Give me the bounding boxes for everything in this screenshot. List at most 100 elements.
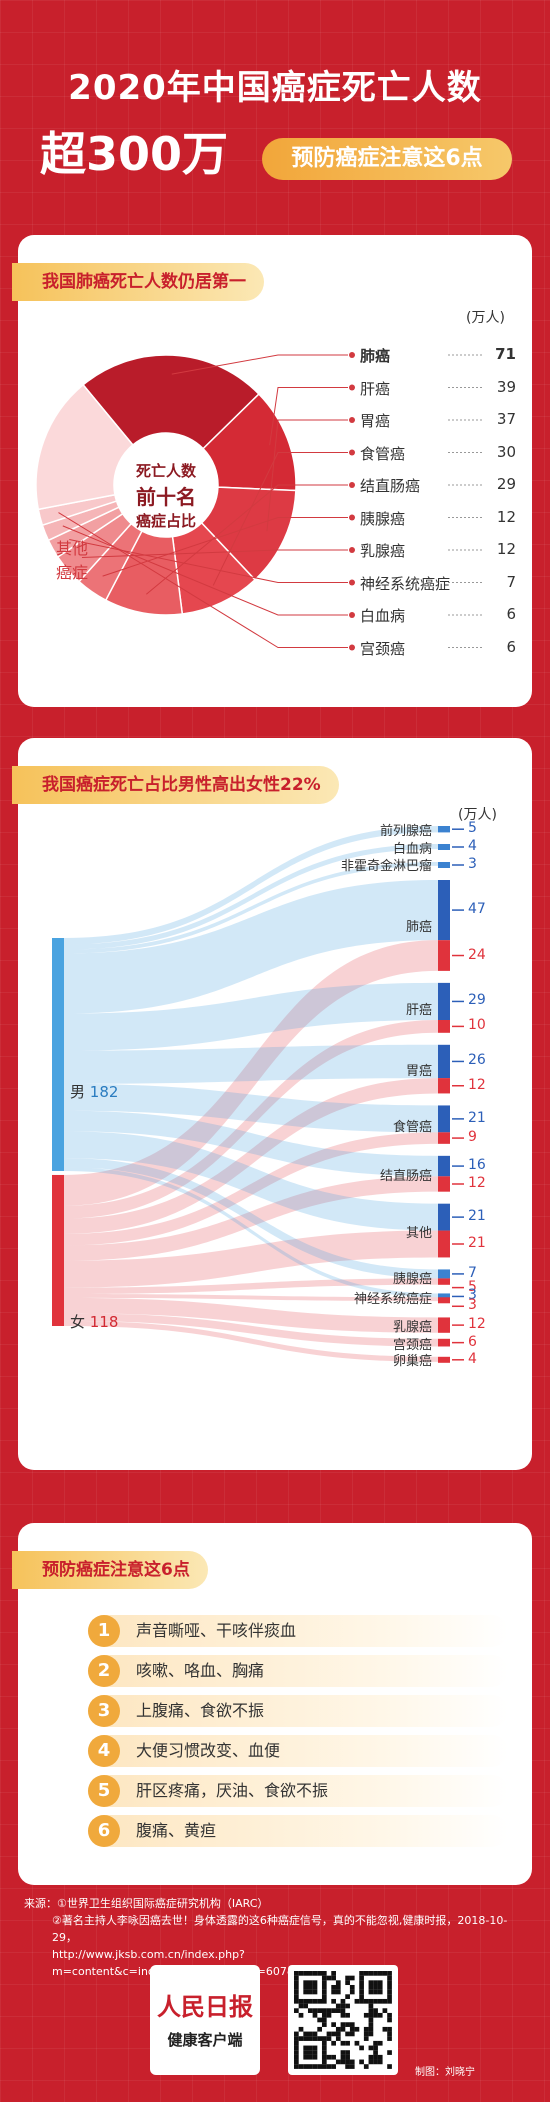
qr-module: [294, 1998, 299, 2004]
qr-module: [354, 1998, 360, 2004]
male-bar: [52, 938, 64, 1171]
leader-dot-4: [349, 482, 355, 488]
qr-module: [368, 2008, 374, 2013]
qr-module: [321, 2054, 327, 2060]
flow-male-6: [64, 1083, 438, 1133]
flow-male-10: [64, 1167, 438, 1298]
qr-module: [340, 2040, 346, 2046]
female-text: 女: [70, 1313, 86, 1331]
donut-label-0: 肺癌: [360, 347, 391, 365]
qr-module: [373, 2054, 378, 2060]
target-label-13: 卵巢癌: [392, 1354, 432, 1370]
qr-module: [303, 2050, 309, 2055]
flow-male-4: [64, 982, 438, 1051]
qr-module: [294, 1971, 299, 1976]
target-label-5: 胃癌: [405, 1064, 432, 1080]
qr-module: [321, 2017, 327, 2023]
female-value-5: 12: [468, 1076, 486, 1093]
leader-line-6: [81, 549, 348, 559]
leader-line-4: [146, 484, 348, 595]
qr-module: [363, 1971, 369, 1976]
qr-module: [373, 2045, 378, 2051]
qr-module: [303, 2003, 309, 2009]
source-line2: ②著名主持人李咏因癌去世！身体透露的这6种癌症信号，真的不能忽视,健康时报，20…: [52, 1914, 508, 1944]
main-title: 2020年中国癌症死亡人数: [68, 68, 482, 108]
flow-male-5: [64, 1044, 438, 1084]
target-bar-male-7: [438, 1155, 450, 1177]
qr-module: [298, 1998, 304, 2004]
qr-module: [373, 1989, 378, 1995]
section3-title: 预防癌症注意这6点: [12, 1551, 208, 1589]
qr-code-pattern: [294, 1971, 392, 2069]
qr-module: [387, 1984, 392, 1990]
tip-row-4: 4 大便习惯改变、血便: [88, 1735, 508, 1767]
qr-module: [382, 1971, 388, 1976]
flow-female-10: [64, 1294, 438, 1302]
qr-module: [321, 1989, 327, 1995]
leader-dot-2: [349, 417, 355, 423]
qr-module: [298, 2026, 304, 2032]
qr-module: [298, 2064, 304, 2069]
flow-female-8: [64, 1230, 438, 1288]
donut-value-5: 12: [496, 507, 516, 526]
tip-text-3: 上腹痛、食欲不振: [136, 1701, 265, 1720]
tip-text-2: 咳嗽、咯血、胸痛: [136, 1661, 265, 1680]
section2-title: 我国癌症死亡占比男性高出女性22%: [12, 766, 339, 804]
qr-module: [294, 1989, 299, 1995]
qr-module: [377, 1998, 383, 2004]
donut-value-0: 71: [495, 345, 516, 363]
qr-module: [303, 2054, 309, 2060]
qr-module: [331, 1998, 336, 2004]
qr-module: [345, 2031, 350, 2037]
leader-line-0: [171, 354, 348, 375]
qr-module: [303, 2031, 309, 2037]
qr-module: [331, 2031, 336, 2037]
qr-module: [349, 1984, 355, 1990]
qr-module: [317, 2026, 322, 2032]
target-label-3: 肺癌: [405, 920, 432, 936]
qr-module: [349, 2064, 355, 2069]
qr-module: [345, 1994, 350, 1999]
qr-module: [387, 2064, 392, 2069]
donut-center: 死亡人数 前十名 癌症占比: [106, 460, 226, 531]
qr-module: [349, 1989, 355, 1995]
qr-module: [340, 2022, 346, 2027]
qr-module: [298, 1971, 304, 1976]
male-value-10: 3: [468, 1287, 477, 1304]
header-pill: 预防癌症注意这6点: [262, 138, 512, 180]
qr-module: [303, 1989, 309, 1995]
qr-module: [368, 1989, 374, 1995]
qr-module: [387, 1971, 392, 1976]
tip-row-3: 3 上腹痛、食欲不振: [88, 1695, 508, 1727]
qr-module: [340, 1998, 346, 2004]
qr-module: [331, 2022, 336, 2027]
qr-module: [387, 1994, 392, 1999]
target-bar-female-8: [438, 1230, 450, 1258]
tip-row-2: 2 咳嗽、咯血、胸痛: [88, 1655, 508, 1687]
leader-dot-9: [349, 644, 355, 651]
qr-module: [317, 2017, 322, 2023]
target-bar-male-3: [438, 880, 450, 941]
card-gender-sankey: 我国癌症死亡占比男性高出女性22% (万人) 5 前列腺癌 4 白血病 3 非霍奇金淋巴瘤…: [12, 738, 532, 1470]
qr-module: [294, 1984, 299, 1990]
target-bar-female-13: [438, 1356, 450, 1363]
female-value-4: 10: [468, 1017, 486, 1034]
qr-module: [368, 2026, 374, 2032]
qr-module: [335, 1984, 341, 1990]
qr-module: [307, 2036, 313, 2041]
qr-module: [307, 2050, 313, 2055]
qr-module: [387, 2012, 392, 2018]
qr-module: [377, 2040, 383, 2046]
qr-module: [294, 1980, 299, 1986]
target-bar-female-10: [438, 1297, 450, 1304]
qr-module: [368, 1971, 374, 1976]
qr-module: [321, 2040, 327, 2046]
target-bar-female-6: [438, 1132, 450, 1144]
target-label-8: 其他: [405, 1225, 432, 1241]
donut-label-7: 神经系统癌症: [360, 574, 451, 593]
donut-center-line2: 前十名: [136, 485, 196, 509]
qr-module: [321, 2059, 327, 2065]
qr-module: [345, 2050, 350, 2055]
qr-module: [373, 2050, 378, 2055]
leader-dot-3: [349, 449, 355, 456]
